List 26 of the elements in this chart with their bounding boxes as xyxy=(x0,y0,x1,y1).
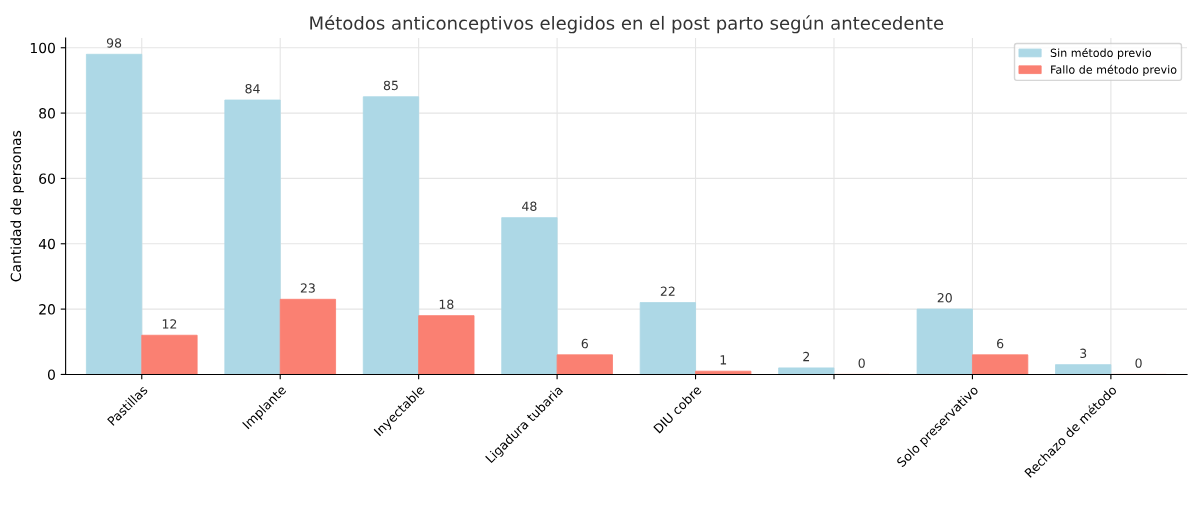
y-tick-label: 40 xyxy=(38,238,55,250)
y-tick-label: 100 xyxy=(30,42,55,54)
y-axis-title: Cantidad de personas xyxy=(10,130,24,282)
data-label: 1 xyxy=(720,355,727,365)
legend-label: Fallo de método previo xyxy=(1051,64,1177,76)
data-label: 3 xyxy=(1080,348,1087,359)
y-tick-label: 20 xyxy=(39,304,55,315)
y-tick-label: 0 xyxy=(47,369,55,380)
data-label: 18 xyxy=(439,299,454,310)
data-label: 23 xyxy=(300,283,315,293)
data-label: 2 xyxy=(803,351,810,362)
data-label: 6 xyxy=(997,338,1004,349)
data-label: 0 xyxy=(858,358,865,368)
data-label: 22 xyxy=(660,286,675,296)
data-label: 84 xyxy=(245,83,260,94)
chart-title: Métodos anticonceptivos elegidos en el post parto según antecedente xyxy=(310,15,944,34)
data-label: 48 xyxy=(522,201,537,212)
data-label: 12 xyxy=(162,319,177,329)
data-label: 85 xyxy=(383,80,398,91)
data-label: 6 xyxy=(581,338,588,349)
y-tick-label: 80 xyxy=(39,108,55,119)
legend-label: Sin método previo xyxy=(1050,47,1152,60)
y-tick-label: 60 xyxy=(39,173,55,184)
data-label: 0 xyxy=(1135,358,1142,368)
data-label: 20 xyxy=(937,293,952,303)
data-label: 98 xyxy=(106,38,122,48)
